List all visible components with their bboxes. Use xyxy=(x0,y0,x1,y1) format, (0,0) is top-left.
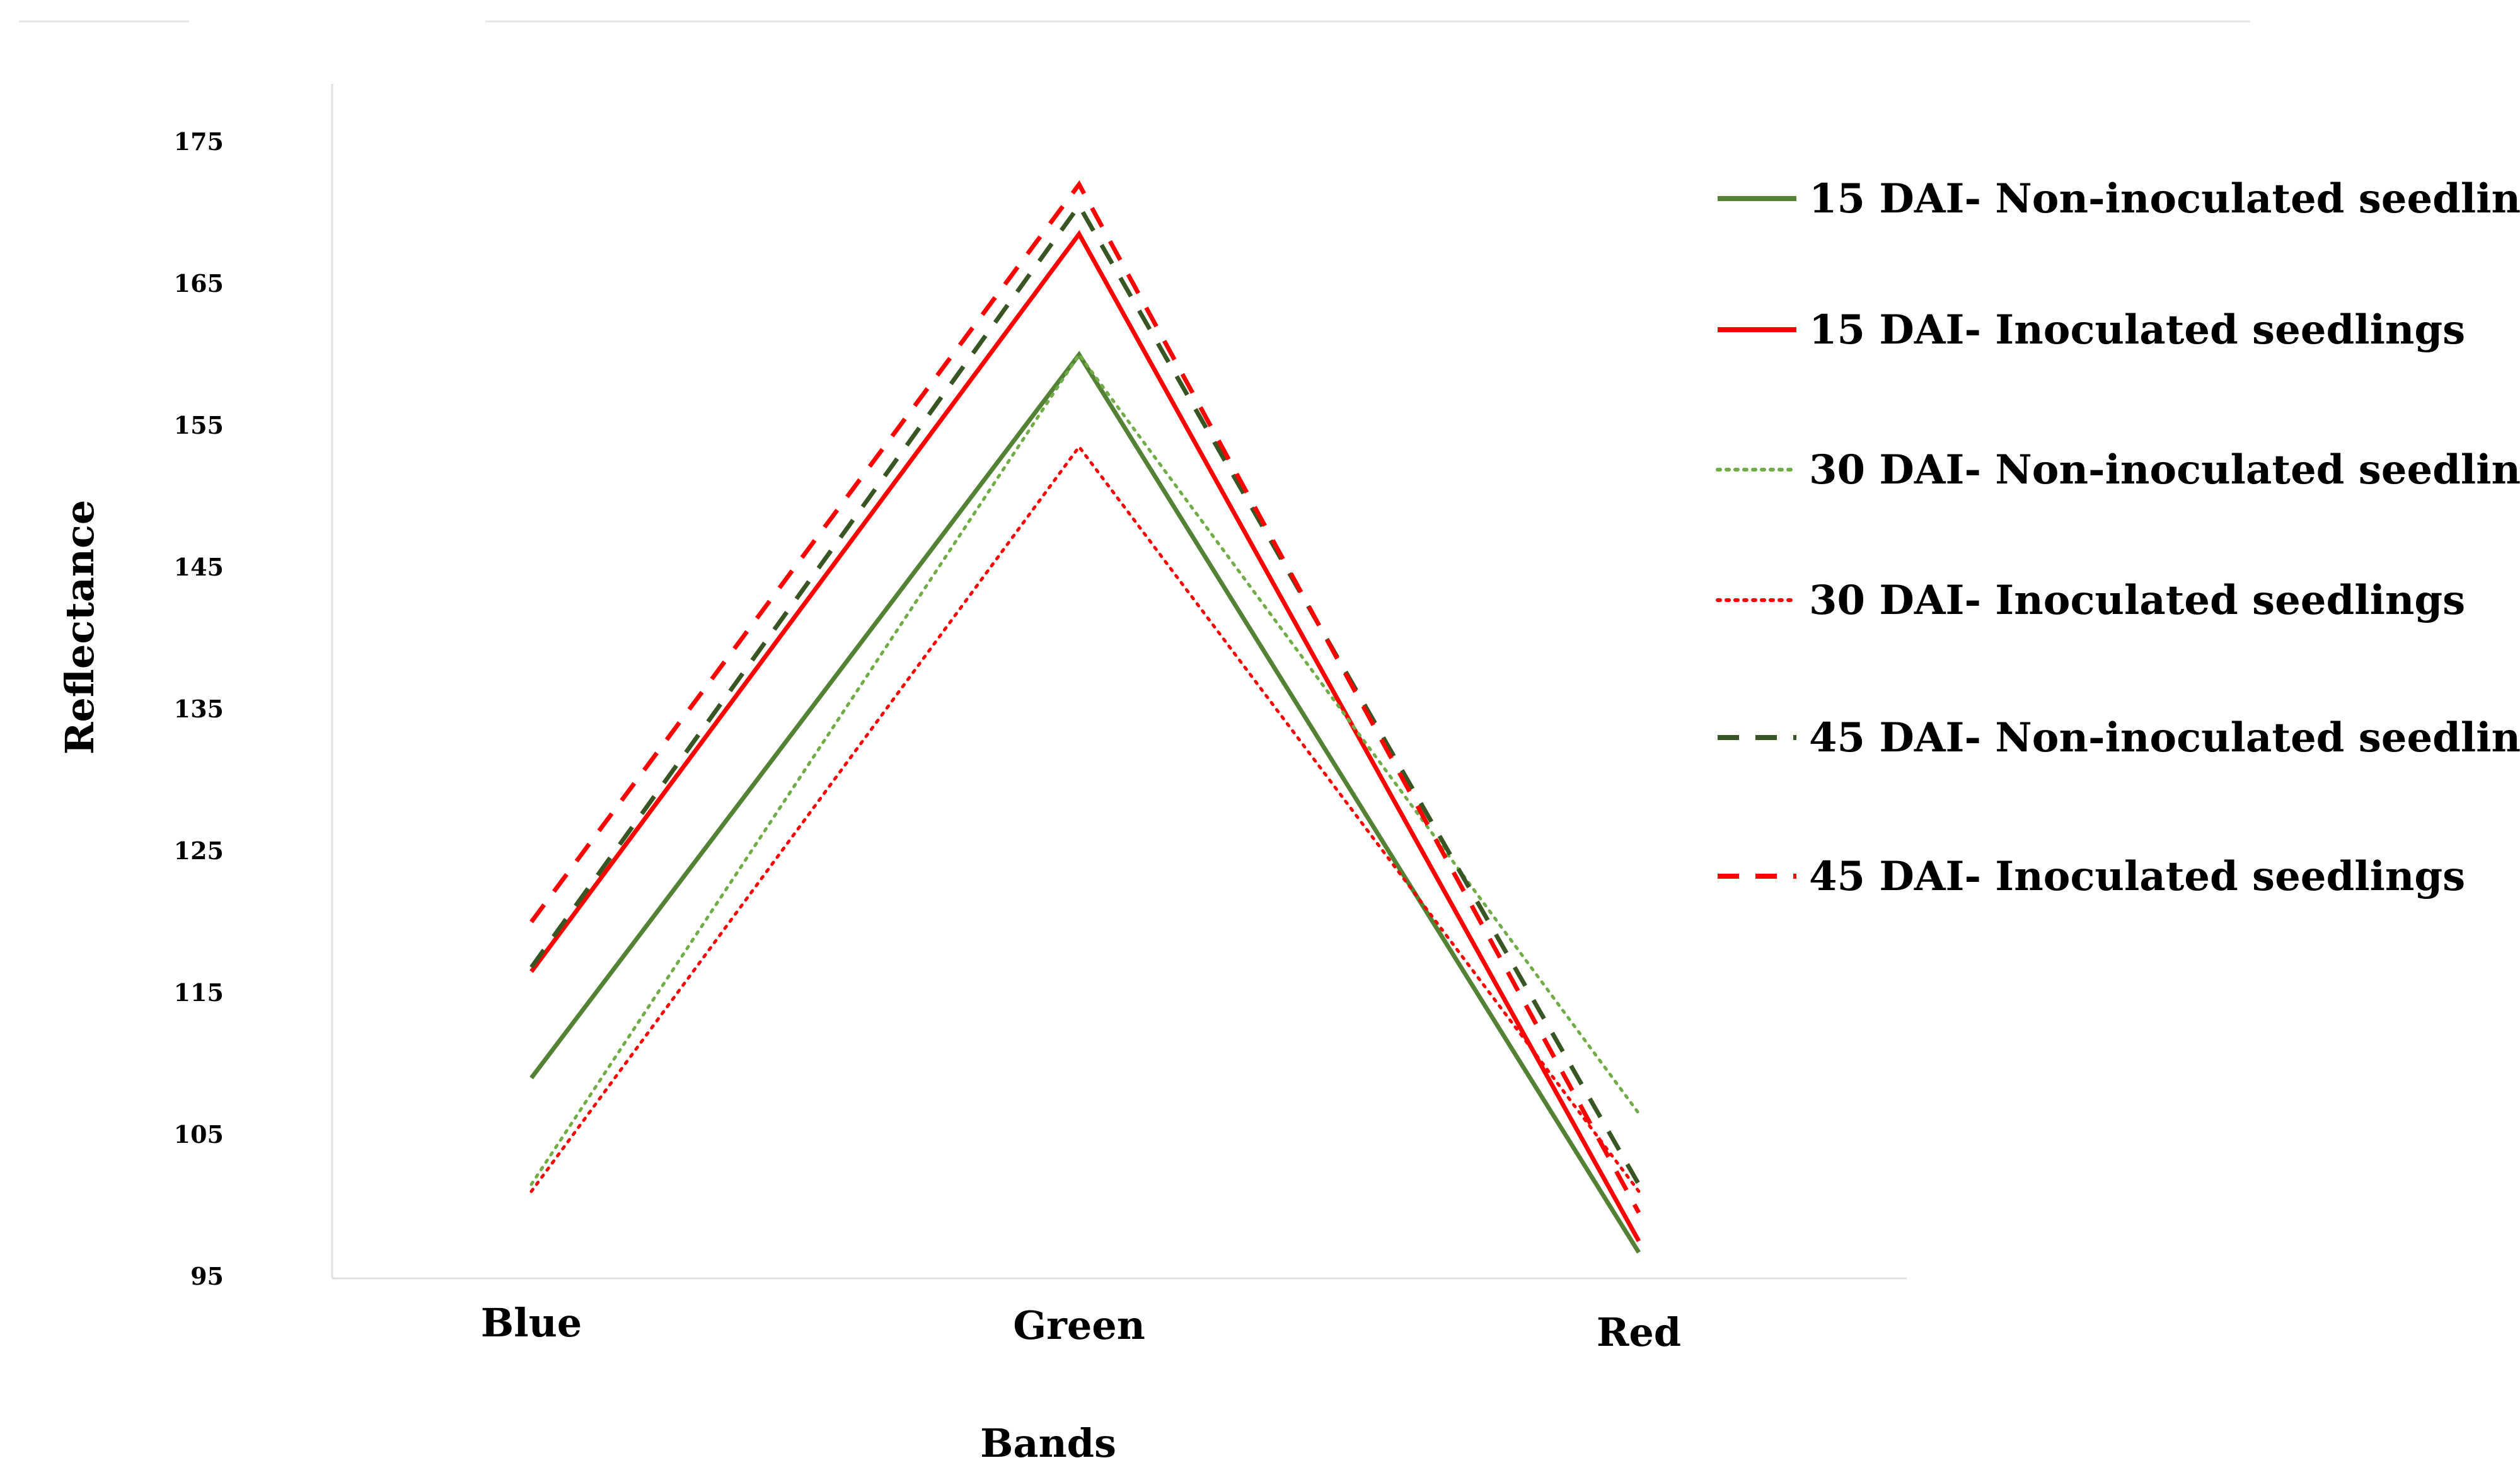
legend-label: 15 DAI- Non-inoculated seedlings xyxy=(1809,175,2520,223)
series-line-1 xyxy=(529,350,1641,1254)
y-tick-label: 155 xyxy=(174,411,224,439)
series-line-5 xyxy=(529,201,1641,1186)
x-axis-title: Bands xyxy=(980,1420,1116,1466)
y-tick-label: 135 xyxy=(174,695,224,723)
series-line-3 xyxy=(529,352,1641,1186)
series-line-6 xyxy=(529,180,1641,1214)
y-tick-label: 145 xyxy=(174,553,224,581)
x-category-label: Blue xyxy=(481,1300,582,1346)
legend: 15 DAI- Non-inoculated seedlings 15 DAI- … xyxy=(1716,175,2520,900)
y-tick-label: 115 xyxy=(174,978,224,1007)
legend-label: 30 DAI- Non-inoculated seedlings xyxy=(1809,446,2520,494)
y-tick-label: 175 xyxy=(174,127,224,156)
y-tick-label: 165 xyxy=(174,269,224,298)
series-line-2 xyxy=(529,229,1641,1242)
legend-label: 45 DAI- Inoculated seedlings xyxy=(1809,853,2465,900)
y-tick-label: 95 xyxy=(190,1262,224,1290)
x-category-label: Red xyxy=(1597,1309,1681,1355)
legend-label: 15 DAI- Inoculated seedlings xyxy=(1809,306,2465,354)
y-axis-ticks: 95 105 115 125 135 145 155 165 175 xyxy=(174,127,224,1290)
y-axis-title: Reflectance xyxy=(57,500,103,755)
series-lines xyxy=(529,180,1641,1254)
y-tick-label: 105 xyxy=(174,1120,224,1149)
legend-label: 45 DAI- Non-inoculated seedlings xyxy=(1809,714,2520,761)
y-tick-label: 125 xyxy=(174,837,224,865)
x-axis-categories: Blue Green Red xyxy=(481,1300,1681,1355)
series-line-4 xyxy=(529,444,1641,1193)
x-category-label: Green xyxy=(1013,1302,1145,1348)
legend-label: 30 DAI- Inoculated seedlings xyxy=(1809,577,2465,624)
